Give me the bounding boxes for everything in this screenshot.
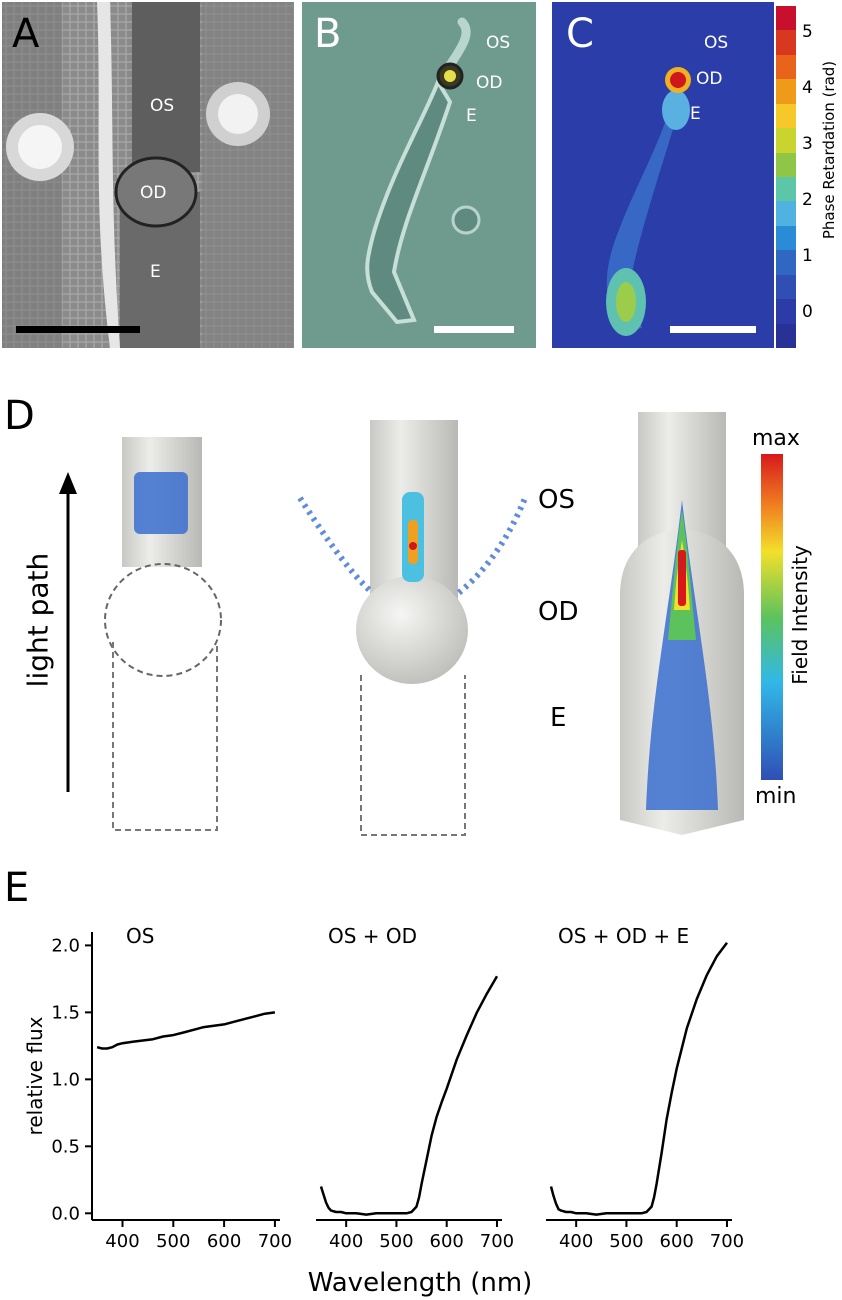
panel-c-label-os: OS [704, 33, 729, 53]
e-outline-middle [360, 675, 466, 836]
y-tick-label: 0.0 [51, 1203, 80, 1224]
colorbar-segment [776, 30, 796, 56]
light-path-label: light path [21, 552, 55, 688]
panel-c-colorbar [776, 6, 796, 349]
series-line [319, 975, 499, 1216]
panel-a-label-e: E [150, 262, 161, 282]
x-tick-label: 600 [207, 1231, 241, 1252]
colorbar-segment [776, 54, 796, 80]
field-scatter-middle [297, 496, 528, 613]
chart-title: OS + OD [328, 924, 417, 948]
colorbar-tick-3: 3 [802, 134, 813, 154]
colorbar-segment [776, 152, 796, 178]
x-tick-label: 400 [105, 1231, 139, 1252]
panel-a-label-od: OD [140, 183, 167, 203]
panel-d-colorbar-max: max [752, 426, 800, 451]
chart-os-od-e: 400 500 600 700 OS + OD + E [546, 924, 744, 1252]
panel-d-colorbar-title: Field Intensity [788, 545, 812, 685]
panel-d-diagram [59, 412, 783, 836]
colorbar-segment [776, 323, 796, 349]
x-tick-label: 600 [660, 1231, 694, 1252]
colorbar-segment [776, 128, 796, 154]
colorbar-segment [776, 201, 796, 227]
y-tick-label: 1.0 [51, 1069, 80, 1090]
panel-c-label-od: OD [696, 69, 723, 89]
colorbar-segment [776, 274, 796, 300]
panel-c-letter: C [566, 11, 594, 57]
y-tick-label: 0.5 [51, 1136, 80, 1157]
colorbar-segment [776, 79, 796, 105]
x-tick-label: 500 [609, 1231, 643, 1252]
panel-b-letter: B [314, 11, 342, 57]
colorbar-tick-1: 1 [802, 246, 813, 266]
series-line [549, 941, 728, 1216]
panel-c-image [552, 2, 774, 348]
panel-d-colorbar-min: min [755, 784, 797, 809]
panel-a-micrograph [2, 2, 294, 348]
x-tick-label: 500 [156, 1231, 190, 1252]
chart-title: OS + OD + E [558, 924, 689, 948]
y-tick-label: 1.5 [51, 1002, 80, 1023]
colorbar-segment [776, 225, 796, 251]
od-outline-left [104, 563, 222, 677]
panel-b-label-od: OD [476, 73, 503, 93]
colorbar-segment [776, 177, 796, 202]
field-os-left [134, 472, 188, 534]
x-tick-label: 400 [559, 1231, 593, 1252]
panel-d-letter: D [4, 393, 35, 439]
colorbar-segment [776, 6, 796, 31]
panel-d-label-od: OD [538, 597, 579, 627]
colorbar-tick-0: 0 [802, 302, 813, 322]
panel-d-label-e: E [550, 703, 567, 733]
series-line [96, 1011, 276, 1050]
panel-b-scale-bar [434, 326, 514, 333]
x-tick-label: 700 [258, 1231, 292, 1252]
panel-a-scale-bar [16, 326, 140, 333]
panel-c-scale-bar [670, 326, 756, 333]
shared-xlabel: Wavelength (nm) [307, 1268, 533, 1298]
y-axis-label: relative flux [23, 1016, 47, 1135]
colorbar-segment [776, 103, 796, 129]
panel-e-letter: E [4, 865, 30, 911]
x-tick-label: 400 [329, 1231, 363, 1252]
chart-os-od: 400 500 600 700 OS + OD [316, 924, 514, 1252]
x-tick-label: 700 [480, 1231, 514, 1252]
y-tick-label: 2.0 [51, 935, 80, 956]
panel-d-label-os: OS [538, 485, 575, 515]
colorbar-segment [776, 250, 796, 276]
chart-os: 400 500 600 700 0.0 0.5 1.0 1.5 2.0 relative flux… [23, 924, 292, 1252]
colorbar-tick-2: 2 [802, 190, 813, 210]
colorbar-tick-4: 4 [802, 78, 813, 98]
colorbar-tick-5: 5 [802, 22, 813, 42]
panel-a-label-os: OS [150, 96, 175, 116]
panel-b-image [302, 2, 536, 348]
panel-c-phase-map [552, 2, 774, 348]
panel-d-colorbar [761, 454, 783, 780]
panel-c-label-e: E [690, 104, 701, 124]
colorbar-segment [776, 299, 796, 325]
panel-a-image [2, 2, 294, 348]
x-tick-label: 700 [710, 1231, 744, 1252]
chart-title: OS [126, 924, 154, 948]
panel-b-label-e: E [466, 106, 477, 126]
x-tick-label: 600 [430, 1231, 464, 1252]
e-outline-left [112, 642, 218, 831]
x-tick-label: 500 [379, 1231, 413, 1252]
panel-b-label-os: OS [486, 33, 511, 53]
panel-c-colorbar-title: Phase Retardation (rad) [820, 60, 838, 240]
od-sphere-middle [356, 576, 468, 684]
light-path-arrowhead [59, 472, 77, 494]
field-e-right [646, 500, 718, 810]
panel-b-micrograph [302, 2, 536, 348]
panel-a-letter: A [12, 11, 40, 57]
